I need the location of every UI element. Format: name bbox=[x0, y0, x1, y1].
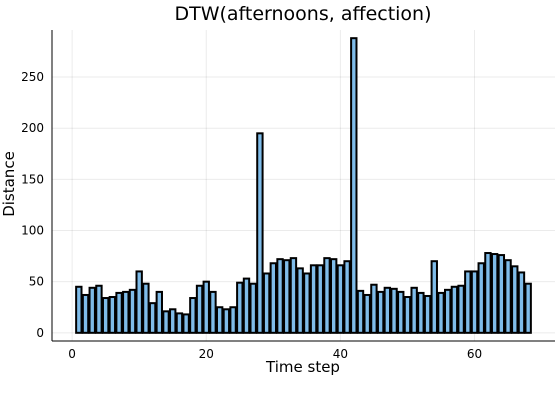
bar bbox=[276, 258, 284, 334]
bar bbox=[81, 293, 90, 334]
bar bbox=[504, 259, 512, 334]
y-tick-label: 200 bbox=[21, 121, 44, 135]
bar bbox=[202, 280, 210, 334]
bar bbox=[135, 270, 143, 334]
bar bbox=[215, 306, 224, 334]
bar bbox=[323, 257, 331, 334]
bar bbox=[229, 306, 237, 334]
bar bbox=[517, 271, 526, 334]
bar bbox=[195, 284, 204, 334]
axes bbox=[51, 30, 555, 342]
bar bbox=[122, 290, 130, 334]
bar bbox=[410, 286, 418, 334]
bar bbox=[450, 285, 459, 334]
bar bbox=[470, 270, 479, 334]
bar bbox=[363, 293, 371, 334]
chart-title: DTW(afternoons, affection) bbox=[174, 3, 431, 25]
bar bbox=[182, 313, 190, 334]
bar bbox=[383, 286, 392, 334]
bar bbox=[423, 294, 432, 334]
y-tick-label: 0 bbox=[36, 326, 44, 340]
bar bbox=[343, 260, 351, 334]
bar bbox=[162, 310, 170, 334]
bar bbox=[524, 282, 532, 334]
y-tick-label: 250 bbox=[21, 70, 44, 84]
bar bbox=[430, 260, 438, 334]
bar bbox=[155, 290, 163, 334]
bar bbox=[222, 308, 231, 334]
bar bbox=[148, 302, 157, 334]
bar bbox=[289, 257, 298, 334]
bar bbox=[477, 262, 485, 334]
bar bbox=[490, 253, 499, 334]
bar bbox=[169, 308, 177, 334]
bar bbox=[350, 37, 358, 334]
x-tick-label: 20 bbox=[199, 347, 214, 361]
bar bbox=[236, 281, 244, 334]
bar bbox=[497, 254, 506, 334]
bars bbox=[75, 37, 532, 334]
x-tick-label: 40 bbox=[333, 347, 348, 361]
bar bbox=[189, 297, 197, 334]
bar bbox=[128, 288, 137, 334]
y-tick-label: 100 bbox=[21, 224, 44, 238]
y-tick-label: 50 bbox=[29, 275, 44, 289]
bar bbox=[403, 296, 412, 334]
bar bbox=[303, 272, 311, 334]
bar bbox=[101, 297, 110, 334]
bar bbox=[242, 277, 251, 334]
bar bbox=[262, 272, 271, 334]
bar bbox=[511, 265, 519, 334]
bar bbox=[209, 290, 217, 334]
y-axis-label: Distance bbox=[0, 151, 18, 217]
bar bbox=[370, 283, 378, 334]
bar bbox=[296, 267, 304, 334]
x-tick-label: 60 bbox=[467, 347, 482, 361]
bar bbox=[108, 296, 117, 334]
bar bbox=[95, 284, 103, 334]
bar bbox=[457, 284, 465, 334]
x-tick-label: 0 bbox=[68, 347, 76, 361]
bar bbox=[316, 264, 324, 334]
tick-labels: 0 20 40 60 0 50 100 150 200 250 bbox=[21, 70, 482, 361]
bar bbox=[75, 285, 83, 334]
bar bbox=[249, 282, 257, 334]
bar bbox=[256, 132, 264, 334]
y-tick-label: 150 bbox=[21, 172, 44, 186]
bar bbox=[309, 264, 318, 334]
bar bbox=[356, 289, 365, 334]
bar bbox=[115, 291, 123, 334]
bar bbox=[329, 258, 338, 334]
bar bbox=[464, 270, 472, 334]
bar bbox=[142, 282, 150, 334]
x-axis-label: Time step bbox=[265, 358, 340, 376]
bar bbox=[376, 290, 385, 334]
bar bbox=[484, 252, 492, 334]
bar bbox=[269, 262, 278, 334]
bar bbox=[437, 291, 445, 334]
bar bbox=[175, 312, 184, 334]
bar bbox=[390, 287, 398, 334]
bar bbox=[88, 286, 96, 334]
bar bbox=[336, 264, 345, 334]
bar bbox=[444, 288, 452, 334]
bar bbox=[397, 290, 405, 334]
bar bbox=[417, 291, 425, 334]
bar bbox=[283, 259, 291, 334]
